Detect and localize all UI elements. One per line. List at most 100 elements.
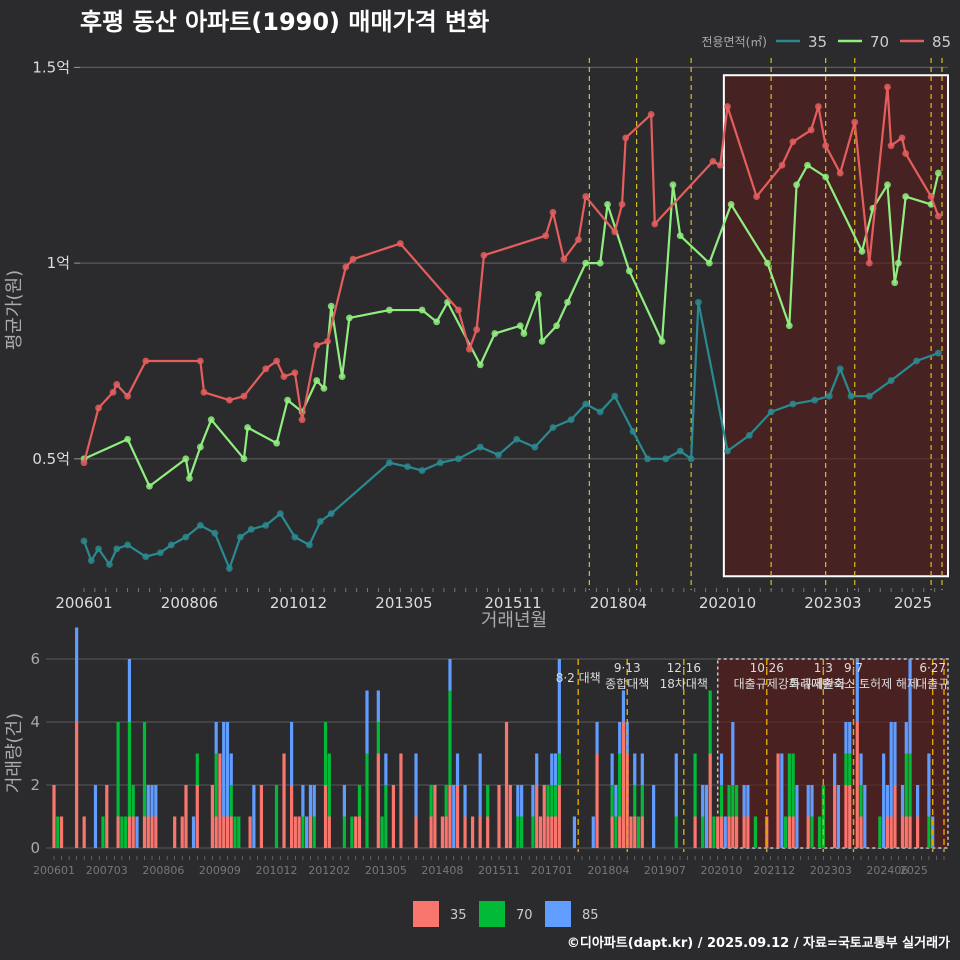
policy-annotation: 규제완화 [801,677,845,691]
volume-bar-85 [531,785,535,817]
data-point-70 [338,373,346,381]
volume-y-tick-label: 2 [30,776,40,794]
volume-bar-85 [640,753,644,785]
data-point-35 [316,518,324,525]
volume-bar-85 [342,785,346,817]
data-point-85 [80,459,88,467]
data-point-35 [767,408,775,416]
data-point-35 [327,510,335,518]
data-point-35 [887,377,895,384]
volume-bar-35 [195,785,199,848]
volume-bar-35 [354,816,358,848]
data-point-70 [207,416,215,424]
data-point-35 [226,565,233,572]
volume-bar-35 [633,816,637,848]
data-point-85 [396,240,404,247]
volume-y-tick-label: 4 [30,713,40,731]
data-point-70 [804,161,811,169]
volume-bar-35 [471,816,475,848]
volume-bar-85 [610,753,614,785]
data-point-35 [513,435,521,443]
volume-bar-85 [312,785,316,817]
volume-bar-70 [553,785,558,817]
volume-bar-85 [191,816,196,848]
x-tick-label: 202303 [804,594,861,612]
data-point-85 [95,404,102,412]
volume-bar-35 [440,816,445,848]
data-point-85 [618,201,626,208]
data-point-85 [542,232,550,240]
volume-bar-70 [229,785,233,817]
volume-bar-85 [289,722,294,785]
volume-bar-85 [452,785,456,848]
chart-title: 후평 동산 아파트(1990) 매매가격 변화 [80,8,489,36]
volume-y-tick-label: 6 [30,650,40,668]
volume-bar-85 [836,785,841,848]
data-point-85 [109,388,117,396]
data-point-85 [611,228,619,236]
volume-bar-35 [222,816,226,848]
volume-bar-70 [908,753,912,817]
data-point-85 [822,142,830,150]
data-point-85 [709,157,717,165]
volume-bar-85 [625,722,629,754]
volume-bar-70 [312,816,316,848]
data-point-35 [276,510,284,518]
data-point-85 [582,193,590,200]
source-credit: ©디아파트(dapt.kr) / 2025.09.12 / 자료=국토교통부 실… [567,935,950,951]
volume-bar-70 [731,785,735,817]
volume-bar-85 [719,753,724,785]
volume-bar-35 [535,785,539,848]
data-point-70 [313,377,321,384]
volume-bar-85 [553,753,558,785]
volume-bar-35 [833,785,837,848]
volume-bar-85 [535,753,539,785]
volume-bar-85 [614,785,618,817]
data-point-85 [622,134,630,142]
data-point-70 [596,259,604,267]
volume-x-tick-label: 201012 [256,864,298,877]
legend-label-70: 70 [870,33,889,51]
data-point-35 [436,459,444,467]
volume-bar-35 [618,816,622,848]
data-point-35 [724,447,731,455]
data-point-35 [913,357,920,365]
data-point-85 [575,236,582,244]
data-point-70 [244,424,252,431]
data-point-35 [495,451,502,459]
x-tick-label: 2025 [894,594,932,612]
volume-bar-35 [116,816,120,848]
data-point-35 [611,392,619,400]
volume-bar-35 [444,816,448,848]
volume-bar-35 [399,753,403,848]
volume-bar-85 [900,785,905,817]
data-point-70 [669,181,677,189]
data-point-35 [531,443,539,451]
data-point-85 [240,392,248,400]
volume-bar-70 [640,785,644,817]
legend-label-35: 35 [808,33,827,51]
volume-bar-70 [614,816,618,848]
volume-bar-35 [916,816,920,848]
data-point-85 [455,306,462,314]
data-point-85 [716,161,724,169]
volume-bar-35 [893,785,897,848]
volume-bar-35 [731,816,735,848]
data-point-85 [480,251,488,259]
policy-annotation: 9·13 [614,661,641,675]
data-point-70 [934,169,942,177]
data-point-85 [753,193,760,200]
volume-x-tick-label: 202010 [701,864,743,877]
y-tick-label: 0.5억 [32,450,70,468]
data-point-85 [927,193,935,200]
volume-bar-35 [180,816,184,848]
volume-bar-35 [859,816,863,848]
x-tick-label: 200806 [161,594,218,612]
data-point-85 [887,142,895,150]
volume-bar-70 [791,753,795,817]
data-point-35 [182,533,190,541]
data-point-70 [124,435,132,443]
volume-bar-70 [531,816,535,848]
volume-bar-70 [448,690,452,785]
volume-bar-35 [127,816,132,848]
